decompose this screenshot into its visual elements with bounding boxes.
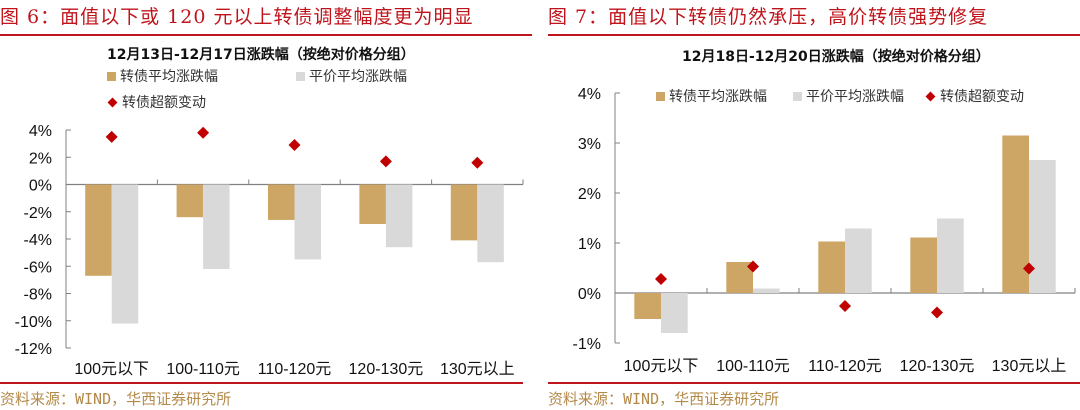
bond-avg-bar [267,184,295,220]
source-note: 资料来源：WIND，华西证券研究所 [548,390,780,408]
y-tick-label: 4% [578,86,601,103]
excess-diamond-marker [105,130,118,143]
bond-avg-bar [359,184,386,225]
bar-chart-right: 4% 3% 2% 1% 0% -1% 100元以下 100-110元 110-120元 120-1… [573,86,1076,375]
y-tick-label: -4% [24,232,52,249]
bond-avg-bar [1002,135,1029,293]
excess-diamond-marker [288,138,301,151]
chart-title: 12月18日-12月20日涨跌幅（按绝对价格分组） [682,49,990,65]
parity-avg-bar [111,184,139,324]
source-divider [0,382,523,384]
y-tick-label: -1% [573,336,601,353]
figure-7-panel: 图 7：面值以下转债仍然承压，高价转债强势修复 12月18日-12月20日涨跌幅… [548,0,1080,410]
excess-diamond-marker [379,155,392,168]
parity-avg-bar [1029,160,1056,293]
x-category-label: 130元以上 [992,357,1067,375]
legend-bond-avg: 转债平均涨跌幅 [107,66,218,86]
legend-excess: 转债超额变动 [925,86,1024,106]
y-tick-label: 2% [29,150,52,167]
x-category-label: 120-130元 [349,361,424,378]
title-divider [0,34,532,36]
parity-avg-bar [294,184,322,260]
x-category-label: 130元以上 [440,360,515,378]
legend-excess: 转债超额变动 [107,92,206,112]
excess-diamond-marker [471,156,484,169]
excess-diamond-marker [747,260,759,273]
excess-diamond-marker [931,306,943,319]
y-tick-label: 0% [29,178,52,195]
source-note: 资料来源：WIND，华西证券研究所 [0,390,232,408]
bond-avg-bar [85,184,112,276]
chart-title: 12月13日-12月17日涨跌幅（按绝对价格分组） [107,47,415,63]
bond-avg-bar [176,184,204,218]
x-category-label: 100-110元 [716,358,790,375]
figure-6-title: 图 6：面值以下或 120 元以上转债调整幅度更为明显 [0,6,474,28]
excess-diamond-marker [655,273,667,285]
y-tick-label: -10% [15,314,52,331]
parity-avg-bar [753,288,780,293]
x-category-label: 100-110元 [166,361,240,378]
parity-avg-bar [385,184,413,248]
x-category-label: 100元以下 [624,358,699,375]
y-tick-label: -6% [24,259,52,276]
excess-diamond-marker [197,126,210,139]
bond-avg-bar [634,293,661,319]
parity-avg-bar [937,218,964,293]
legend-bond-avg: 转债平均涨跌幅 [656,86,767,106]
y-tick-label: 1% [578,236,601,253]
y-tick-label: 0% [578,286,601,303]
excess-diamond-marker [839,300,851,312]
y-tick-label: 3% [578,136,601,153]
y-tick-label: 2% [578,186,601,203]
y-tick-label: -2% [24,205,52,222]
x-category-label: 100元以下 [74,361,149,378]
excess-diamond-marker [1023,262,1035,275]
legend-parity-avg: 平价平均涨跌幅 [793,86,904,106]
legend-swatch-gold [656,91,665,101]
legend-swatch-gray [296,71,305,81]
parity-avg-bar [661,293,688,333]
y-tick-label: -8% [24,287,52,304]
bond-avg-bar [818,241,845,293]
title-divider [548,34,1080,36]
bond-avg-bar [450,184,478,241]
x-category-label: 110-120元 [808,358,882,375]
parity-avg-bar [477,184,504,263]
bar-chart-left: 4% 2% 0% -2% -4% -6% -8% -10% -12% 100元以下 100-110元… [15,123,524,378]
legend-swatch-gold [107,71,116,81]
parity-avg-bar [203,184,230,269]
parity-avg-bar [845,228,872,293]
legend-parity-avg: 平价平均涨跌幅 [296,66,407,86]
y-tick-label: 4% [29,123,52,140]
x-category-label: 110-120元 [258,361,332,378]
figure-7-title: 图 7：面值以下转债仍然承压，高价转债强势修复 [548,6,989,28]
source-divider [548,382,1080,384]
x-category-label: 120-130元 [900,358,975,375]
legend-swatch-gray [793,91,802,101]
y-tick-label: -12% [15,341,52,358]
bond-avg-bar [910,237,937,293]
figure-6-panel: 图 6：面值以下或 120 元以上转债调整幅度更为明显 12月13日-12月17… [0,0,532,410]
